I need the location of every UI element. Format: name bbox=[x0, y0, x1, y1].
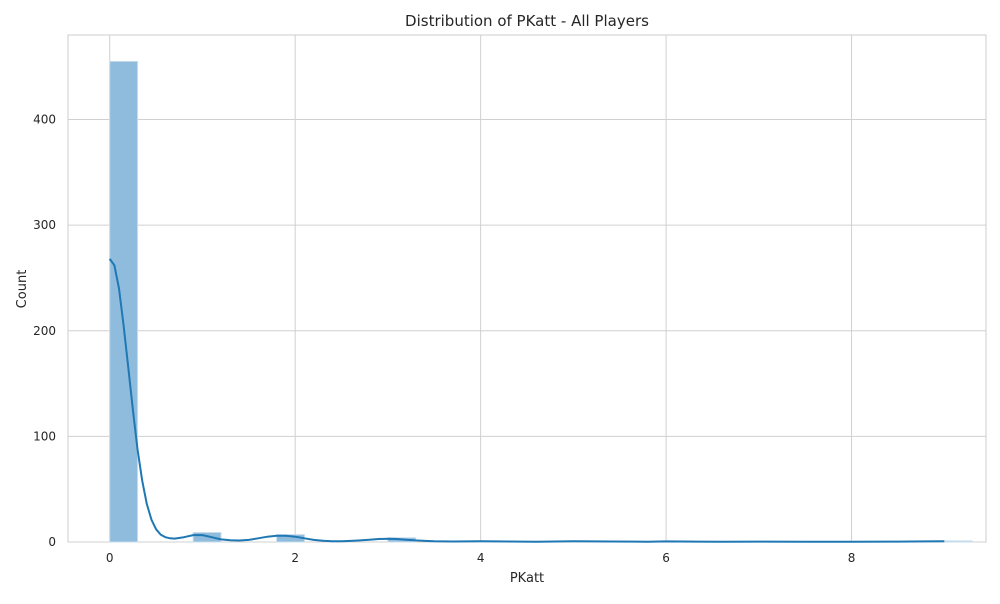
x-tick-label: 8 bbox=[848, 551, 856, 565]
kde-curve-group bbox=[108, 258, 945, 543]
y-axis-ticks: 0 100 200 300 400 bbox=[33, 113, 56, 550]
y-tick-label: 400 bbox=[33, 113, 56, 127]
y-axis-label: Count bbox=[15, 270, 30, 309]
y-tick-label: 200 bbox=[33, 324, 56, 338]
histogram-bar bbox=[192, 531, 222, 543]
kde-line bbox=[108, 258, 945, 543]
y-tick-label: 300 bbox=[33, 218, 56, 232]
x-tick-label: 4 bbox=[477, 551, 485, 565]
histogram-bar bbox=[109, 60, 139, 543]
x-axis-label: PKatt bbox=[510, 571, 544, 586]
plot-area bbox=[67, 34, 987, 543]
y-tick-label: 100 bbox=[33, 429, 56, 443]
x-tick-label: 6 bbox=[662, 551, 670, 565]
x-axis-ticks: 0 2 4 6 8 bbox=[106, 551, 855, 565]
histogram-bar bbox=[943, 540, 973, 543]
chart-title: Distribution of PKatt - All Players bbox=[405, 12, 649, 30]
x-tick-label: 0 bbox=[106, 551, 114, 565]
x-tick-label: 2 bbox=[291, 551, 299, 565]
y-tick-label: 0 bbox=[48, 535, 56, 549]
